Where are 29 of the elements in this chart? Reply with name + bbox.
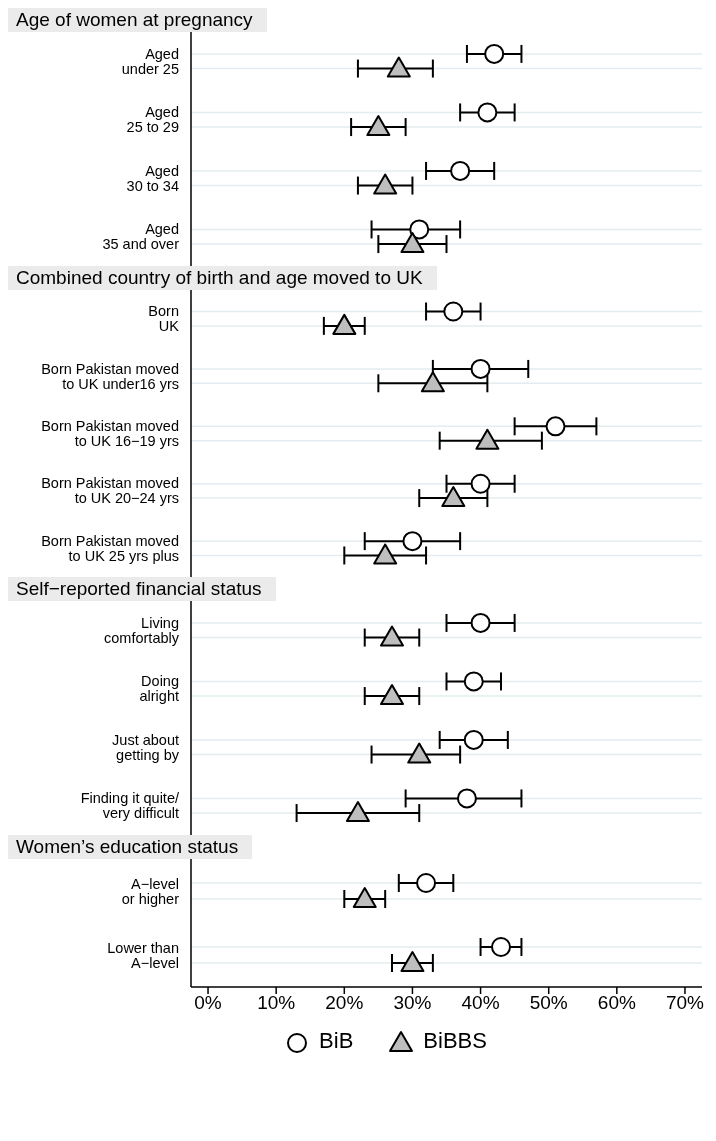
y-tick-label: Born Pakistan moved to UK 25 yrs plus (41, 532, 179, 564)
legend-label: BiB (319, 1028, 354, 1054)
y-tick-label: Lower than A−level (107, 939, 179, 971)
chart-title: Self−reported financial status (8, 577, 276, 601)
x-tick-label: 70% (665, 992, 705, 1014)
y-tick-label: Born Pakistan moved to UK 20−24 yrs (41, 475, 179, 507)
x-tick-label: 50% (529, 992, 568, 1014)
chart-title: Women’s education status (8, 835, 253, 859)
y-tick-label: Aged 25 to 29 (126, 104, 179, 136)
x-tick-label: 40% (461, 992, 500, 1014)
y-tick-label: Aged 30 to 34 (126, 162, 179, 194)
y-tick-label: Living comfortably (104, 614, 180, 646)
y-tick-label: A−level or higher (121, 875, 180, 907)
y-tick-label: Born Pakistan moved to UK under16 yrs (41, 360, 179, 392)
x-tick-label: 0% (194, 992, 222, 1014)
chart-title: Age of women at pregnancy (8, 8, 267, 32)
x-tick-label: 20% (325, 992, 364, 1014)
x-tick-label: 60% (597, 992, 636, 1014)
x-tick-label: 30% (393, 992, 432, 1014)
x-tick-label: 10% (257, 992, 296, 1014)
y-tick-label: Born Pakistan moved to UK 16−19 yrs (41, 418, 179, 449)
legend-label: BiBBS (423, 1028, 487, 1054)
y-tick-label: Just about getting by (112, 731, 180, 763)
y-tick-label: Doing alright (139, 673, 179, 705)
y-tick-label: Born UK (148, 303, 180, 335)
chart-title: Combined country of birth and age moved to UK (8, 266, 437, 290)
y-tick-label: Aged under 25 (121, 45, 179, 77)
y-tick-label: Aged 35 and over (102, 221, 180, 253)
y-tick-label: Finding it quite/ very difficult (80, 790, 180, 822)
